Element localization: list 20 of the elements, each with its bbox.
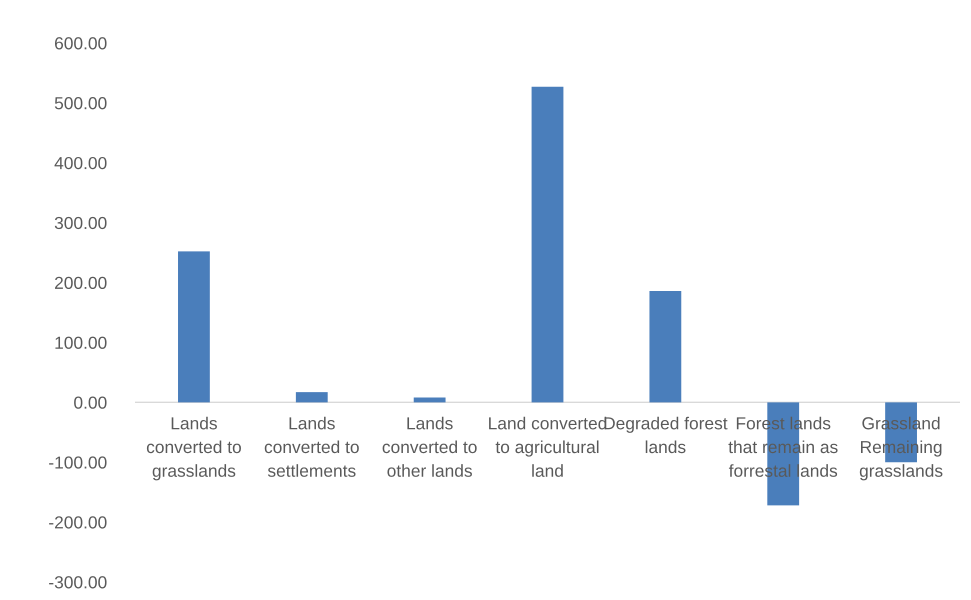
x-tick-label: Land converted to agricultural land [489, 416, 606, 477]
bar [178, 251, 210, 402]
x-tick-label: Lands converted to grasslands [146, 416, 241, 480]
bar [649, 290, 682, 402]
bar [296, 392, 328, 402]
y-tick-label: 600.00 [55, 37, 107, 50]
bar [414, 398, 446, 402]
y-tick-label: 200.00 [55, 276, 107, 290]
y-tick-label: 400.00 [54, 156, 107, 170]
y-tick-label: 100.00 [55, 336, 107, 349]
y-tick-label: 300.00 [54, 216, 107, 230]
y-tick-label: -100.00 [49, 456, 107, 469]
x-tick-label: Lands converted to other lands [382, 416, 477, 477]
y-tick-label: -200.00 [49, 516, 107, 529]
y-tick-label: 0.00 [74, 396, 107, 409]
x-tick-label: Degraded forest lands [604, 416, 728, 454]
y-tick-label: 500.00 [54, 97, 107, 110]
bar [532, 86, 564, 402]
y-tick-label: -300.00 [49, 576, 107, 588]
x-tick-label: Lands converted to settlements [264, 416, 359, 477]
